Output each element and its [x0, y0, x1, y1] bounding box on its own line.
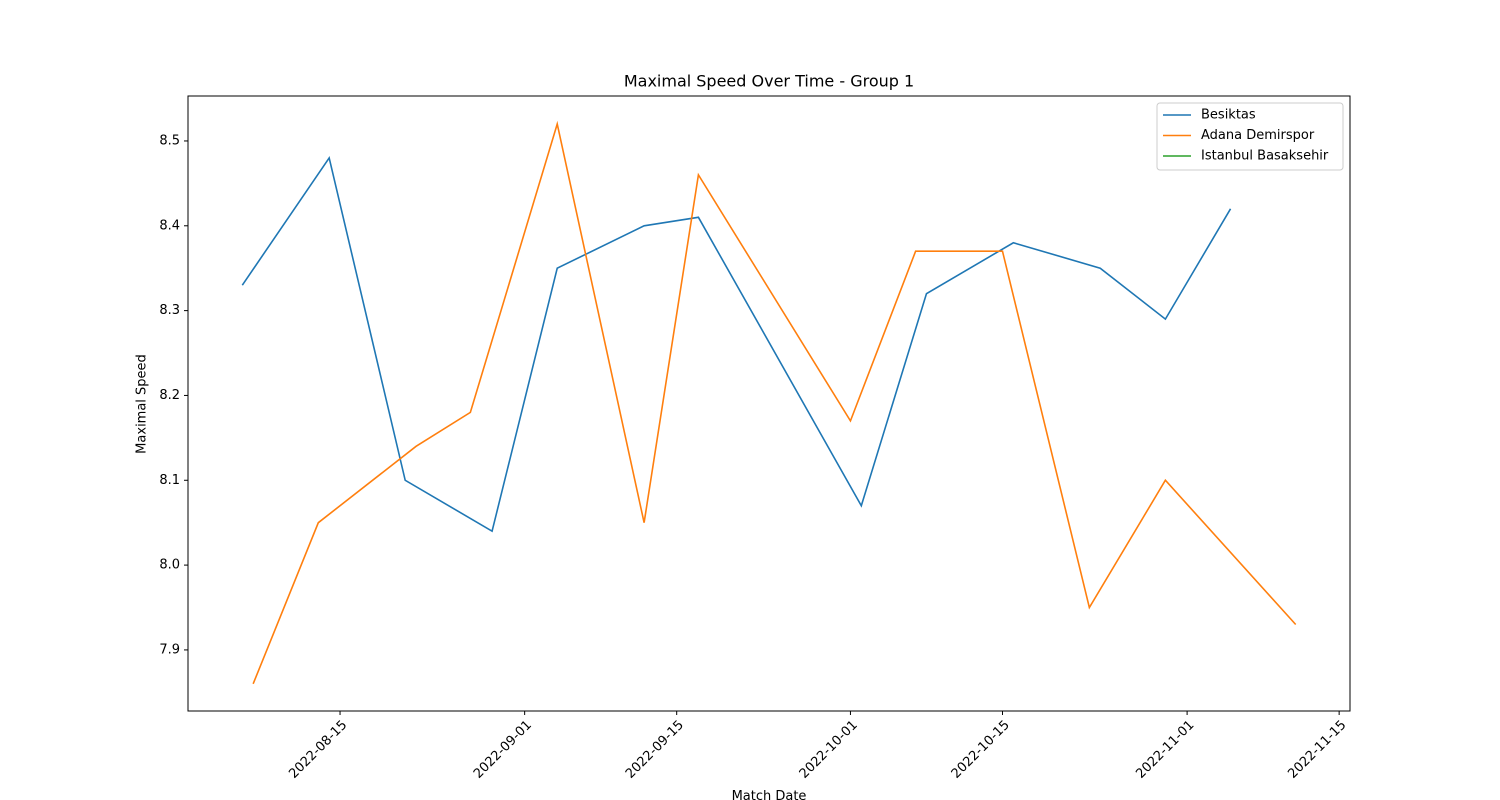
- x-tick-label: 2022-08-15: [286, 718, 350, 782]
- y-tick-label: 8.0: [159, 558, 180, 573]
- y-tick-label: 8.2: [159, 388, 180, 403]
- y-axis-label: Maximal Speed: [135, 354, 150, 454]
- plot-frame: [187, 95, 1351, 712]
- y-tick-label: 7.9: [159, 642, 180, 657]
- x-axis-label: Match Date: [732, 789, 807, 800]
- y-tick-label: 8.4: [159, 218, 180, 233]
- series-line: [252, 120, 1297, 685]
- x-tick-label: 2022-09-15: [623, 718, 687, 782]
- y-tick-label: 8.1: [159, 473, 180, 488]
- y-tick-label: 8.3: [159, 303, 180, 318]
- y-tick-label: 8.5: [159, 133, 180, 148]
- x-tick-label: 2022-11-01: [1133, 718, 1197, 782]
- x-tick-label: 2022-09-01: [471, 718, 535, 782]
- x-tick-label: 2022-10-01: [797, 718, 861, 782]
- legend-label: Istanbul Basaksehir: [1201, 149, 1329, 164]
- legend-box: [1156, 102, 1344, 171]
- chart-title: Maximal Speed Over Time - Group 1: [624, 72, 914, 91]
- legend-label: Adana Demirspor: [1201, 128, 1315, 143]
- x-tick-label: 2022-10-15: [949, 718, 1013, 782]
- series-line: [241, 155, 1232, 533]
- x-tick-label: 2022-11-15: [1285, 718, 1349, 782]
- legend-label: Besiktas: [1201, 108, 1256, 123]
